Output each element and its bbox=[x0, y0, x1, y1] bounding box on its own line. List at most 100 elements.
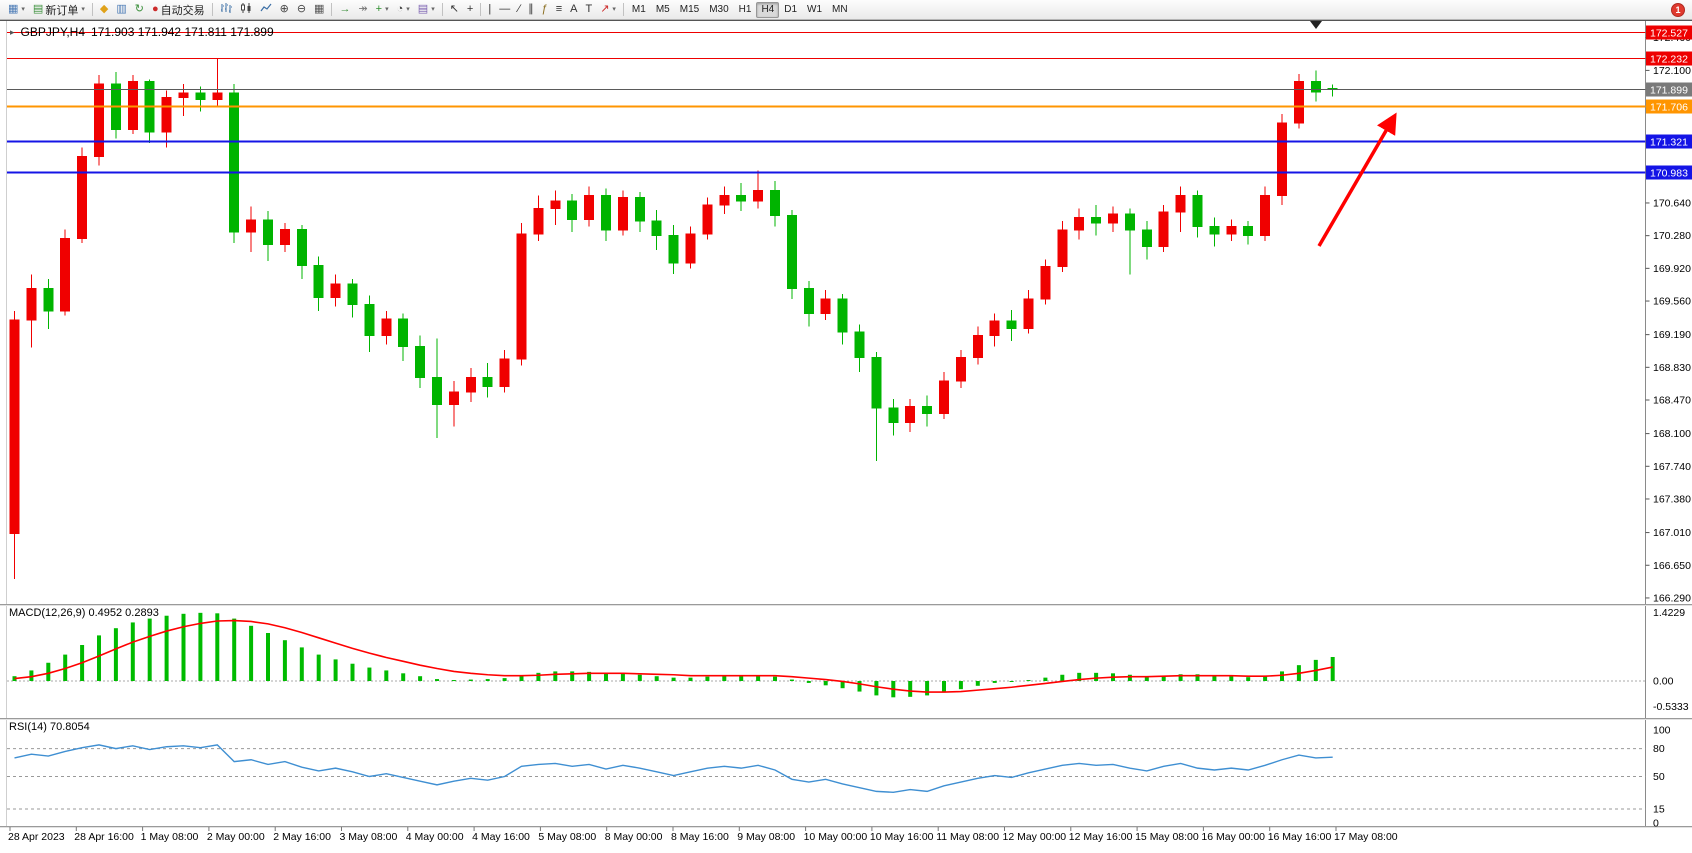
trendline-button[interactable]: ∕ bbox=[514, 1, 524, 18]
candle-body bbox=[330, 283, 341, 298]
candle-body bbox=[1209, 226, 1220, 235]
zoom-in-button[interactable]: ⊕ bbox=[276, 1, 293, 18]
arrows-button[interactable]: ↗ ▾ bbox=[596, 1, 620, 18]
horizontal-line-button[interactable]: — bbox=[495, 1, 514, 18]
candle-body bbox=[178, 92, 189, 99]
macd-histogram-bar bbox=[992, 681, 997, 683]
add-indicator-icon: + bbox=[375, 3, 383, 15]
chart-symbol-period: GBPJPY,H4 bbox=[20, 25, 86, 39]
chart-shift-icon: ↠ bbox=[358, 3, 368, 15]
timeframe-button-m5[interactable]: M5 bbox=[655, 4, 670, 15]
price-tick-label: 172.100 bbox=[1653, 65, 1691, 77]
tile-windows-button[interactable]: ▦ bbox=[310, 1, 328, 18]
periods-button[interactable]: ◔ ▾ bbox=[393, 1, 414, 18]
candle-body bbox=[786, 215, 797, 289]
rsi-axis-label: 0 bbox=[1653, 818, 1659, 830]
macd-histogram-bar bbox=[1195, 674, 1200, 681]
time-axis-label: 4 May 16:00 bbox=[472, 831, 530, 843]
candle-body bbox=[634, 197, 645, 222]
candle-body bbox=[1006, 320, 1017, 329]
chevron-down-icon: ▾ bbox=[431, 6, 435, 13]
templates-button[interactable]: ▤ ▾ bbox=[414, 1, 439, 18]
time-axis-label: 12 May 00:00 bbox=[1003, 831, 1067, 843]
timeframe-button-m1[interactable]: M1 bbox=[631, 4, 646, 15]
new-order-button[interactable]: ▤ 新订单 ▾ bbox=[29, 1, 89, 18]
bar-chart-button[interactable] bbox=[216, 1, 236, 18]
macd-histogram-bar bbox=[1178, 674, 1183, 681]
candle-body bbox=[905, 405, 916, 424]
macd-histogram-bar bbox=[975, 681, 980, 686]
line-chart-button[interactable] bbox=[256, 1, 276, 18]
price-tick-label: 170.280 bbox=[1653, 230, 1691, 242]
macd-histogram-bar bbox=[671, 677, 676, 681]
macd-histogram-bar bbox=[249, 625, 254, 681]
text-button[interactable]: A bbox=[566, 1, 581, 18]
rsi-axis-label: 100 bbox=[1653, 725, 1671, 737]
price-level-badge-label: 171.321 bbox=[1650, 137, 1688, 149]
rsi-line bbox=[14, 744, 1333, 794]
notification-badge[interactable]: 1 bbox=[1671, 3, 1685, 17]
candle-body bbox=[127, 80, 138, 130]
zoom-out-button[interactable]: ⊖ bbox=[293, 1, 310, 18]
time-axis-label: 10 May 16:00 bbox=[870, 831, 934, 843]
line-chart-icon bbox=[260, 2, 272, 17]
macd-histogram-bar bbox=[232, 618, 237, 681]
timeframe-button-h4[interactable]: H4 bbox=[756, 1, 780, 18]
fibonacci-icon: ƒ bbox=[541, 3, 548, 15]
chevron-down-icon: ▾ bbox=[612, 6, 616, 13]
autotrading-button-label: 自动交易 bbox=[160, 4, 205, 17]
metaeditor-button[interactable]: ◆ bbox=[96, 1, 112, 18]
auto-scroll-button[interactable]: → bbox=[335, 1, 354, 18]
one-click-trading-toggle[interactable]: ▸ bbox=[10, 26, 15, 37]
macd-histogram-bar bbox=[350, 663, 355, 681]
trend-arrow-annotation[interactable] bbox=[1317, 112, 1397, 247]
macd-histogram-bar bbox=[316, 654, 321, 681]
candle-body bbox=[922, 405, 933, 415]
cycle-lines-button[interactable]: ≡ bbox=[552, 1, 566, 18]
candle-body bbox=[94, 83, 104, 158]
indicators-button[interactable]: + ▾ bbox=[372, 1, 393, 18]
text-label-button[interactable]: T bbox=[581, 1, 596, 18]
autotrading-button[interactable]: ● 自动交易 bbox=[148, 1, 209, 18]
macd-histogram-bar bbox=[637, 674, 642, 681]
chart-shift-button[interactable]: ↠ bbox=[354, 1, 371, 18]
cursor-button[interactable]: ↖ bbox=[446, 1, 463, 18]
candlestick-chart-button[interactable] bbox=[236, 1, 256, 18]
channel-button[interactable]: ∥ bbox=[524, 1, 538, 18]
fibonacci-button[interactable]: ƒ bbox=[538, 1, 552, 18]
timeframe-button-d1[interactable]: D1 bbox=[784, 4, 798, 15]
time-axis-label: 1 May 08:00 bbox=[141, 831, 199, 843]
macd-histogram-bar bbox=[418, 676, 423, 681]
crosshair-icon: + bbox=[466, 3, 474, 15]
candle-body bbox=[702, 204, 713, 235]
price-tick-label: 170.640 bbox=[1653, 197, 1691, 209]
candle-body bbox=[719, 195, 730, 206]
timeframe-button-m15[interactable]: M15 bbox=[679, 4, 700, 15]
macd-histogram-bar bbox=[654, 676, 659, 681]
candle-body bbox=[820, 298, 831, 315]
macd-histogram-bar bbox=[282, 640, 287, 681]
price-tick-label: 169.190 bbox=[1653, 329, 1691, 341]
crosshair-button[interactable]: + bbox=[463, 1, 477, 18]
macd-histogram-bar bbox=[113, 628, 118, 681]
timeframe-button-w1[interactable]: W1 bbox=[807, 4, 823, 15]
refresh-button[interactable]: ↻ bbox=[131, 1, 148, 18]
timeframe-button-m30[interactable]: M30 bbox=[709, 4, 729, 15]
chart-title: ▸ GBPJPY,H4 171.903 171.942 171.811 171.… bbox=[10, 25, 274, 39]
vertical-line-button[interactable]: | bbox=[484, 1, 495, 18]
price-tick-label: 167.010 bbox=[1653, 527, 1691, 539]
timeframe-button-mn[interactable]: MN bbox=[832, 4, 848, 15]
market-watch-button[interactable]: ▥ bbox=[112, 1, 130, 18]
price-tick-label: 169.920 bbox=[1653, 263, 1691, 275]
timeframe-button-h1[interactable]: H1 bbox=[738, 4, 752, 15]
chart-window-icon: ▦ bbox=[8, 3, 19, 15]
time-axis-label: 15 May 08:00 bbox=[1135, 831, 1199, 843]
macd-histogram-bar bbox=[942, 681, 946, 693]
new-chart-button[interactable]: ▦ ▾ bbox=[4, 1, 29, 18]
candle-body bbox=[888, 407, 899, 424]
macd-histogram-bar bbox=[823, 681, 828, 686]
candle-body bbox=[955, 356, 966, 382]
candle-body bbox=[398, 318, 409, 347]
